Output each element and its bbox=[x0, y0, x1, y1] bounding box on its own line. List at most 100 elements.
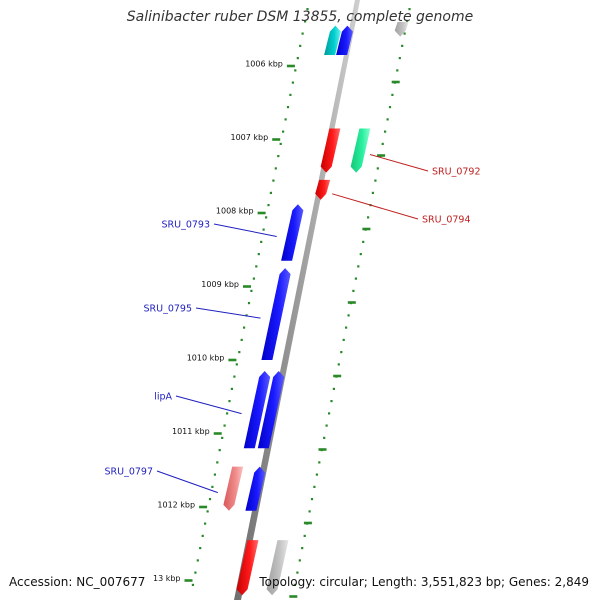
tick-dot-left bbox=[204, 522, 207, 525]
gene-sru0795[interactable] bbox=[261, 268, 291, 360]
tick-dot-right bbox=[357, 265, 360, 268]
tick-dot-right bbox=[398, 57, 401, 60]
axis-tick-mark bbox=[377, 154, 386, 157]
gene-label-lipa[interactable]: lipA bbox=[154, 392, 172, 403]
tick-dot-left bbox=[301, 32, 304, 35]
axis-ticks: 1006 kbp 1007 kbp 1008 kbp 1009 kbp 1010 kbp… bbox=[153, 60, 400, 598]
tick-dot-left bbox=[260, 240, 263, 243]
tick-dot-right bbox=[406, 20, 409, 23]
gene-sru0792[interactable] bbox=[350, 128, 371, 173]
tick-dot-left bbox=[284, 118, 287, 121]
tick-dot-right bbox=[359, 253, 362, 256]
tick-dot-left bbox=[199, 547, 202, 550]
tick-dot-left bbox=[228, 400, 231, 403]
tick-dot-left bbox=[304, 20, 307, 23]
gene-sru0794[interactable] bbox=[315, 179, 331, 200]
gene-label-sru0795[interactable]: SRU_0795 bbox=[143, 304, 192, 315]
axis-tick-label: 1011 kbp bbox=[172, 427, 210, 436]
axis-tick-mark bbox=[303, 521, 312, 525]
tick-dot-right bbox=[367, 216, 370, 219]
gene-lipa-partner[interactable] bbox=[257, 371, 285, 449]
tick-dot-left bbox=[257, 253, 260, 256]
tick-dot-left bbox=[247, 302, 251, 305]
tick-dot-left bbox=[306, 8, 309, 11]
gene-top-grey[interactable] bbox=[394, 21, 409, 37]
tick-dot-left bbox=[282, 130, 285, 133]
tick-dot-right bbox=[376, 167, 379, 170]
gene-bottom-grey[interactable] bbox=[266, 540, 289, 596]
gene-label-sru0797[interactable]: SRU_0797 bbox=[104, 467, 153, 478]
tick-dot-right bbox=[296, 571, 299, 574]
gene-sru0792-red[interactable] bbox=[320, 128, 341, 173]
tick-dot-left bbox=[218, 449, 221, 452]
tick-dot-right bbox=[325, 424, 328, 427]
tick-dot-left bbox=[245, 314, 248, 317]
label-leader-line bbox=[369, 154, 429, 172]
tick-dot-right bbox=[354, 277, 357, 280]
gene-sru0797[interactable] bbox=[223, 466, 244, 511]
tick-dot-right bbox=[308, 510, 311, 513]
tick-dot-right bbox=[401, 44, 404, 47]
axis-tick-mark bbox=[289, 595, 298, 598]
tick-dot-right bbox=[328, 412, 331, 415]
tick-dot-left bbox=[213, 473, 216, 476]
gene-bottom-red[interactable] bbox=[236, 540, 259, 596]
tick-dot-left bbox=[277, 155, 280, 158]
tick-dot-right bbox=[403, 32, 406, 35]
axis-tick-mark bbox=[347, 301, 356, 304]
gene-sru0793[interactable] bbox=[281, 204, 304, 261]
tick-dot-left bbox=[221, 436, 224, 439]
tick-dot-left bbox=[269, 191, 272, 194]
gene-features bbox=[223, 21, 409, 596]
tick-dot-left bbox=[194, 571, 197, 574]
tick-dot-left bbox=[243, 326, 246, 329]
tick-dot-right bbox=[381, 142, 384, 145]
axis-tick-mark bbox=[362, 227, 371, 231]
label-leader-line bbox=[156, 470, 218, 494]
axis-tick-label: 1007 kbp bbox=[230, 133, 268, 142]
tick-dot-left bbox=[240, 338, 243, 341]
tick-dot-left bbox=[289, 93, 292, 96]
tick-dot-left bbox=[267, 204, 270, 207]
tick-dot-right bbox=[342, 338, 345, 341]
genome-title: Salinibacter ruber DSM 13855, complete g… bbox=[126, 9, 474, 25]
gene-sru0797-partner[interactable] bbox=[245, 466, 266, 511]
gene-top-blue[interactable] bbox=[336, 25, 353, 55]
axis-tick-label: 1012 kbp bbox=[157, 501, 195, 510]
tick-dot-right bbox=[345, 326, 348, 329]
tick-dot-left bbox=[196, 559, 199, 562]
tick-dot-right bbox=[315, 473, 318, 476]
gene-label-sru0793[interactable]: SRU_0793 bbox=[161, 220, 210, 231]
tick-dot-left bbox=[265, 216, 268, 219]
axis-tick-label: 1010 kbp bbox=[187, 354, 225, 363]
axis-tick-mark bbox=[272, 138, 281, 141]
axis-tick-mark bbox=[257, 211, 266, 215]
tick-dot-right bbox=[388, 106, 392, 109]
tick-dot-right bbox=[337, 363, 340, 366]
tick-dot-right bbox=[298, 559, 301, 562]
tick-dot-left bbox=[206, 510, 209, 513]
tick-dot-left bbox=[208, 498, 212, 501]
tick-dot-right bbox=[352, 289, 355, 292]
tick-dot-left bbox=[238, 351, 241, 354]
tick-dot-right bbox=[396, 69, 399, 72]
gene-top-cyan[interactable] bbox=[324, 25, 341, 55]
tick-dot-left bbox=[191, 583, 194, 586]
tick-dot-left bbox=[216, 461, 219, 464]
tick-dot-right bbox=[391, 93, 394, 96]
tick-dot-left bbox=[233, 375, 236, 378]
gene-label-sru0792[interactable]: SRU_0792 bbox=[432, 167, 481, 178]
gene-label-sru0794[interactable]: SRU_0794 bbox=[422, 215, 471, 226]
tick-dot-left bbox=[279, 142, 282, 145]
tick-dot-left bbox=[262, 228, 265, 231]
label-leader-line bbox=[213, 223, 277, 237]
accession-text: Accession: NC_007677 bbox=[9, 575, 146, 589]
genome-summary-text: Topology: circular; Length: 3,551,823 bp… bbox=[259, 575, 589, 589]
tick-dot-left bbox=[223, 424, 226, 427]
gene-lipa[interactable] bbox=[243, 371, 271, 449]
tick-dot-right bbox=[301, 547, 304, 550]
tick-dot-left bbox=[299, 44, 302, 47]
tick-dot-right bbox=[318, 461, 321, 464]
